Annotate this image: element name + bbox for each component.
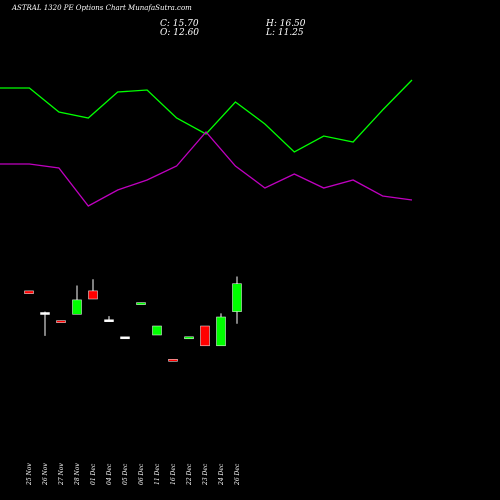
candle xyxy=(232,276,242,324)
candle-body xyxy=(200,325,210,347)
candle xyxy=(24,290,34,294)
close-value: C: 15.70 xyxy=(160,19,199,29)
candle-body xyxy=(88,290,98,300)
candle-body xyxy=(56,320,66,323)
x-tick-label: 23 Dec xyxy=(202,463,209,486)
candle-body xyxy=(152,325,162,336)
x-tick-label: 26 Nov xyxy=(42,463,49,486)
candle xyxy=(136,302,146,305)
candle xyxy=(88,279,98,300)
x-axis-labels: 25 Nov 26 Nov 27 Nov 28 Nov 01 Dec 04 Dec 05 D… xyxy=(26,463,241,486)
candle-body xyxy=(120,336,130,340)
candle-body xyxy=(184,336,194,340)
x-tick-label: 27 Nov xyxy=(58,463,65,486)
x-tick-label: 26 Dec xyxy=(234,463,241,486)
candle-body xyxy=(40,312,50,315)
indicator-lines xyxy=(0,79,413,207)
low-value: L: 11.25 xyxy=(266,28,304,38)
indicator-line-1 xyxy=(0,79,413,153)
candle xyxy=(168,359,178,362)
x-tick-label: 24 Dec xyxy=(218,463,225,486)
candles xyxy=(24,276,242,362)
open-value: O: 12.60 xyxy=(160,28,200,38)
x-tick-label: 16 Dec xyxy=(170,463,177,485)
candle-body xyxy=(168,359,178,362)
candle-body xyxy=(136,302,146,305)
candle xyxy=(200,325,210,347)
candle xyxy=(56,320,66,323)
x-tick-label: 05 Dec xyxy=(122,463,129,485)
x-tick-label: 22 Dec xyxy=(186,463,193,486)
candle xyxy=(120,336,130,340)
x-tick-label: 25 Nov xyxy=(26,463,33,486)
candle xyxy=(40,311,50,336)
candle-body xyxy=(24,290,34,294)
candle-body xyxy=(72,299,82,315)
x-tick-label: 28 Nov xyxy=(74,463,81,486)
candle xyxy=(152,325,162,336)
high-value: H: 16.50 xyxy=(266,19,306,29)
candle xyxy=(184,336,194,340)
x-tick-label: 06 Dec xyxy=(138,463,145,485)
x-tick-label: 01 Dec xyxy=(90,463,97,485)
candle-body xyxy=(232,283,242,312)
x-tick-label: 04 Dec xyxy=(106,463,113,485)
candle xyxy=(104,316,114,322)
indicator-line-2 xyxy=(0,131,413,207)
candle xyxy=(216,313,226,347)
x-tick-label: 11 Dec xyxy=(154,463,161,485)
chart-title: ASTRAL 1320 PE Options Chart MunafaSutra… xyxy=(12,4,192,12)
candle-body xyxy=(104,319,114,322)
candle xyxy=(72,285,82,315)
candle-body xyxy=(216,316,226,347)
